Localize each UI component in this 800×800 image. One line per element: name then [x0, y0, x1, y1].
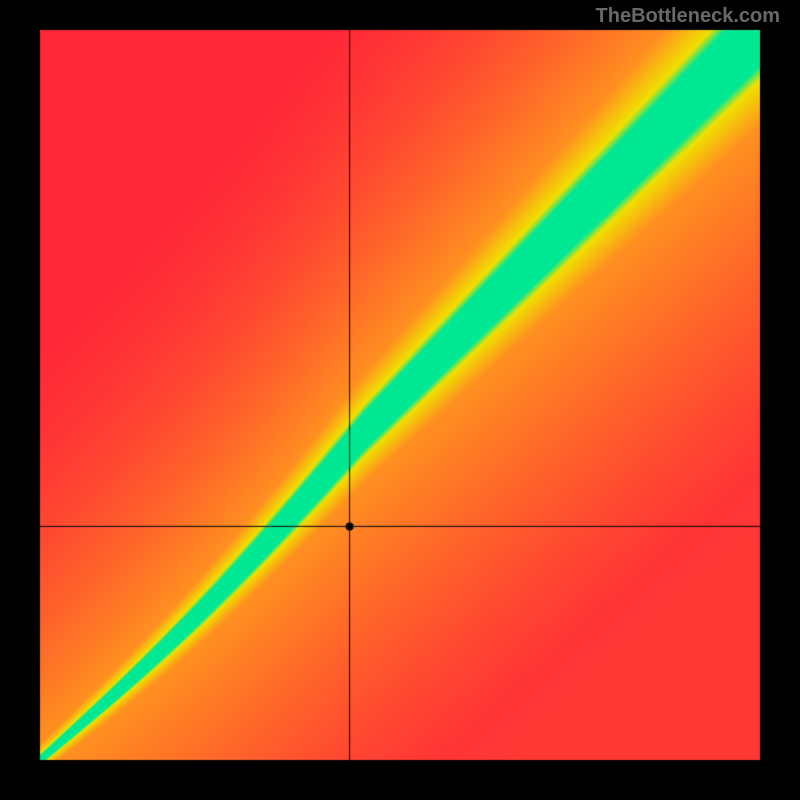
heatmap-canvas: [0, 0, 800, 800]
chart-container: TheBottleneck.com: [0, 0, 800, 800]
watermark-text: TheBottleneck.com: [596, 5, 780, 28]
